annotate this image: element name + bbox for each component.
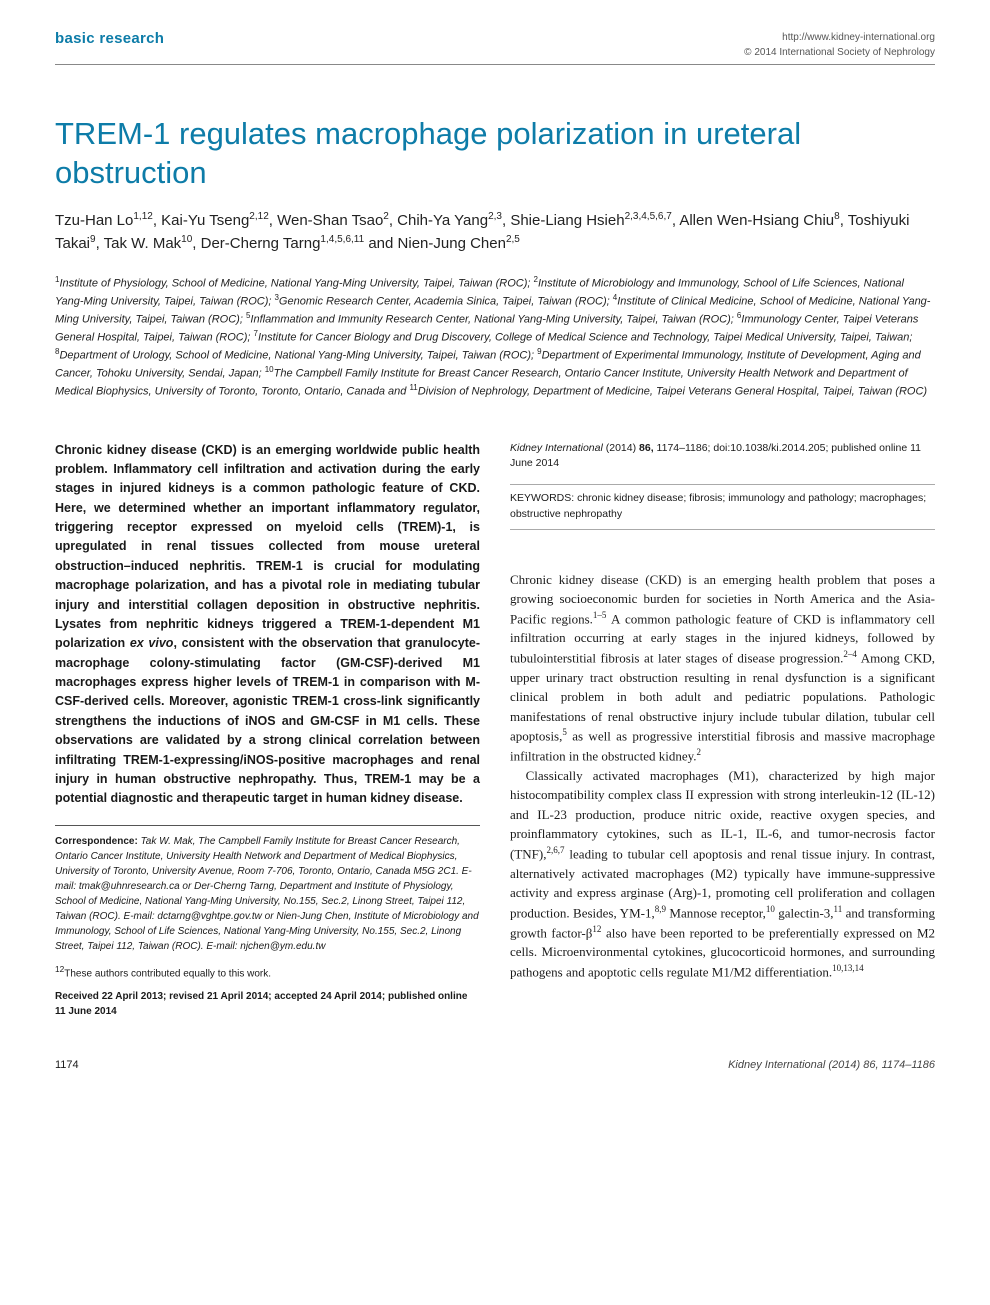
section-label: basic research xyxy=(55,30,164,47)
page-footer: 1174 Kidney International (2014) 86, 117… xyxy=(55,1059,935,1071)
two-column-body: Chronic kidney disease (CKD) is an emerg… xyxy=(55,441,935,1019)
keywords: KEYWORDS: chronic kidney disease; fibros… xyxy=(510,484,935,530)
abstract: Chronic kidney disease (CKD) is an emerg… xyxy=(55,441,480,809)
author-list: Tzu-Han Lo1,12, Kai-Yu Tseng2,12, Wen-Sh… xyxy=(55,209,935,256)
equal-contribution-note: 12These authors contributed equally to t… xyxy=(55,964,480,979)
copyright-line: © 2014 International Society of Nephrolo… xyxy=(744,45,935,60)
citation-line: Kidney International (2014) 86, 1174–118… xyxy=(510,441,935,473)
header-right: http://www.kidney-international.org © 20… xyxy=(744,30,935,60)
correspondence: Correspondence: Tak W. Mak, The Campbell… xyxy=(55,825,480,954)
journal-url: http://www.kidney-international.org xyxy=(744,30,935,45)
footer-journal-ref: Kidney International (2014) 86, 1174–118… xyxy=(728,1059,935,1071)
article-dates: Received 22 April 2013; revised 21 April… xyxy=(55,989,480,1019)
page-header: basic research http://www.kidney-interna… xyxy=(55,30,935,65)
body-text: Chronic kidney disease (CKD) is an emerg… xyxy=(510,570,935,982)
body-paragraph-2: Classically activated macrophages (M1), … xyxy=(510,766,935,982)
page-number: 1174 xyxy=(55,1059,79,1071)
left-column: Chronic kidney disease (CKD) is an emerg… xyxy=(55,441,480,1019)
affiliations: 1Institute of Physiology, School of Medi… xyxy=(55,274,935,401)
body-paragraph-1: Chronic kidney disease (CKD) is an emerg… xyxy=(510,570,935,766)
article-title: TREM-1 regulates macrophage polarization… xyxy=(55,115,935,193)
right-column: Kidney International (2014) 86, 1174–118… xyxy=(510,441,935,1019)
